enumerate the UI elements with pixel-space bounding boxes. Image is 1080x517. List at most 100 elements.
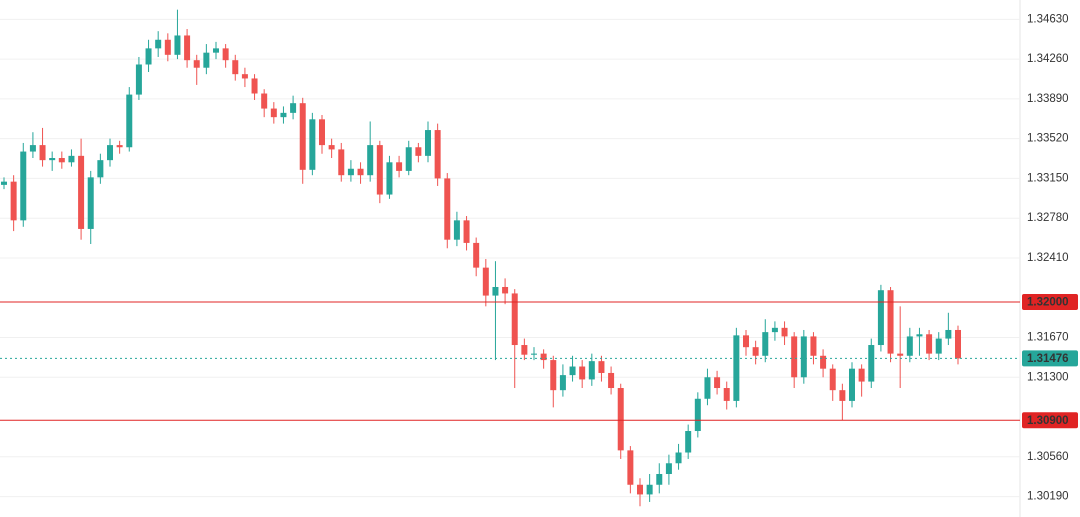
candle-body — [829, 368, 836, 391]
candle-body — [646, 484, 653, 495]
y-tick-label: 1.33890 — [1027, 93, 1069, 105]
candle-body — [868, 345, 875, 382]
candle-body — [608, 372, 615, 389]
candle-body — [434, 130, 441, 179]
candle-body — [762, 332, 769, 356]
candle-body — [559, 375, 566, 391]
candle-body — [810, 336, 817, 356]
candle-body — [598, 361, 605, 373]
price-tag-label: 1.31476 — [1027, 353, 1069, 365]
candle-body — [367, 145, 374, 176]
candle-body — [877, 290, 884, 346]
candle-body — [675, 452, 682, 464]
candle-body — [511, 293, 518, 346]
candle-body — [107, 145, 113, 161]
candle-body — [800, 336, 807, 378]
y-tick-label: 1.31670 — [1027, 332, 1069, 344]
candle-body — [945, 329, 952, 339]
candle-body — [58, 158, 65, 163]
y-tick-label: 1.33150 — [1027, 172, 1069, 184]
candle-body — [579, 366, 586, 380]
candle-body — [955, 329, 961, 359]
candle-body — [482, 267, 489, 296]
candle-body — [685, 431, 692, 453]
candle-body — [347, 168, 354, 176]
candle-body — [463, 220, 470, 243]
candle-body — [126, 94, 133, 148]
candle-body — [135, 64, 142, 95]
candle-body — [232, 60, 239, 75]
candle-body — [319, 119, 325, 146]
candle-body — [849, 368, 855, 401]
candle-body — [906, 336, 913, 356]
candle-body — [309, 119, 316, 170]
price-tag-label: 1.30900 — [1027, 415, 1069, 427]
candle-body — [213, 48, 219, 53]
candle-body — [627, 450, 634, 485]
candle-body — [502, 286, 509, 294]
candle-body — [425, 130, 431, 156]
y-tick-label: 1.32780 — [1027, 212, 1069, 224]
candle-body — [550, 360, 557, 391]
price-tag — [1022, 350, 1078, 367]
candle-body — [97, 160, 104, 178]
candle-body — [637, 484, 643, 495]
candle-body — [39, 145, 46, 161]
candle-body — [665, 463, 672, 475]
y-tick-label: 1.33520 — [1027, 133, 1069, 145]
candle-body — [396, 162, 403, 171]
candle-body — [261, 93, 268, 109]
candle-body — [492, 286, 499, 296]
candle-body — [251, 78, 258, 94]
candle-body — [78, 155, 85, 229]
y-tick-label: 1.30560 — [1027, 451, 1069, 463]
price-tag — [1022, 294, 1078, 311]
candle-body — [723, 388, 730, 401]
candle-body — [405, 147, 412, 171]
candle-body — [222, 48, 229, 61]
candle-body — [29, 145, 36, 152]
candle-body — [49, 158, 56, 161]
candle-body — [743, 335, 749, 348]
candle-body — [444, 178, 451, 240]
candle-body — [453, 220, 460, 240]
candle-body — [588, 361, 595, 380]
candle-body — [916, 334, 923, 337]
candle-body — [887, 290, 894, 354]
candle-body — [241, 74, 248, 79]
candle-body — [926, 334, 933, 354]
candle-body — [791, 336, 798, 378]
candle-body — [10, 181, 17, 221]
candle-body — [1, 181, 7, 185]
y-tick-label: 1.34260 — [1027, 53, 1069, 65]
candle-body — [193, 60, 200, 68]
candle-body — [694, 398, 701, 432]
candle-body — [328, 145, 335, 150]
candle-body — [733, 335, 740, 401]
candle-body — [68, 155, 75, 163]
candle-body — [338, 149, 345, 176]
candle-body — [270, 108, 277, 118]
candle-body — [473, 242, 480, 268]
candle-body — [20, 151, 27, 221]
candle-body — [617, 388, 624, 451]
candle-body — [521, 345, 528, 355]
candle-body — [164, 39, 171, 55]
candle-body — [357, 168, 364, 176]
candle-body — [569, 366, 576, 376]
candle-body — [752, 347, 759, 356]
candle-body — [116, 145, 123, 148]
y-tick-label: 1.34630 — [1027, 13, 1069, 25]
price-tag — [1022, 412, 1078, 429]
y-tick-label: 1.32410 — [1027, 252, 1069, 264]
y-tick-label: 1.30190 — [1027, 491, 1069, 503]
price-tag-label: 1.32000 — [1027, 297, 1069, 309]
candle-body — [781, 327, 788, 337]
candle-body — [858, 368, 865, 382]
y-tick-label: 1.31300 — [1027, 371, 1069, 383]
candle-body — [155, 39, 162, 49]
candle-body — [656, 474, 663, 485]
candle-body — [376, 145, 383, 195]
